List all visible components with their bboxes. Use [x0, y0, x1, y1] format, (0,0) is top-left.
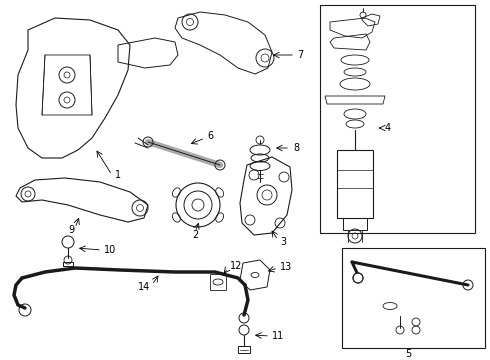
Bar — [342, 248, 485, 348]
Bar — [320, 5, 475, 233]
Circle shape — [353, 273, 363, 283]
Text: 14: 14 — [138, 282, 150, 292]
Text: 6: 6 — [207, 131, 213, 141]
Text: 7: 7 — [297, 50, 303, 60]
Text: 11: 11 — [272, 331, 284, 341]
Bar — [238, 346, 250, 353]
Text: 5: 5 — [405, 349, 411, 359]
Text: 10: 10 — [104, 245, 116, 255]
Text: 13: 13 — [280, 262, 292, 272]
Text: 2: 2 — [192, 230, 198, 240]
Text: 9: 9 — [68, 225, 74, 235]
Bar — [343, 218, 367, 230]
Text: 4: 4 — [385, 123, 391, 133]
Text: 3: 3 — [280, 237, 286, 247]
Text: 12: 12 — [230, 261, 243, 271]
Text: 8: 8 — [293, 143, 299, 153]
Text: 1: 1 — [115, 170, 121, 180]
Bar — [337, 150, 373, 218]
